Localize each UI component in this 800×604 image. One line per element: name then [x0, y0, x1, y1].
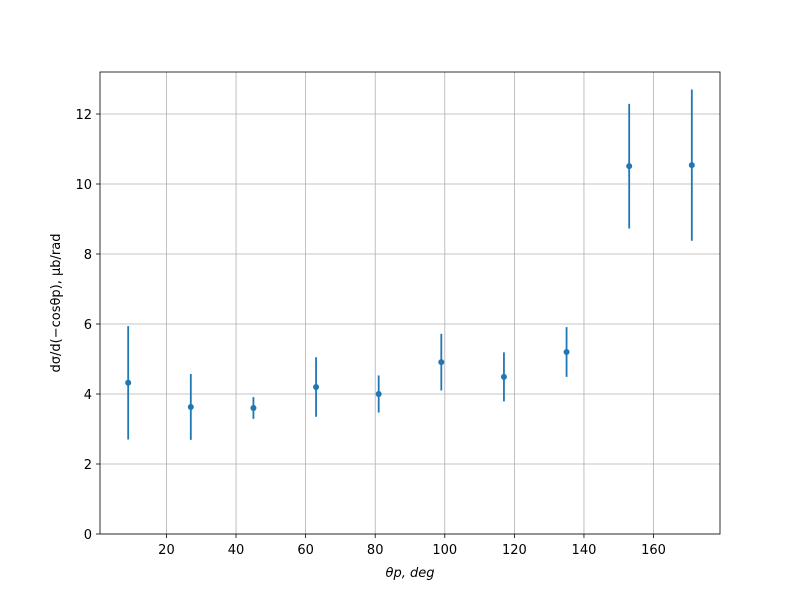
data-point: [626, 163, 633, 170]
data-point: [125, 379, 132, 386]
data-point: [187, 403, 194, 410]
y-tick-label: 12: [75, 108, 92, 123]
x-axis-label: θp, deg: [386, 566, 435, 581]
data-point: [250, 405, 257, 411]
y-tick-label: 8: [84, 248, 92, 263]
data-point: [438, 359, 445, 366]
x-tick-label: 20: [158, 543, 175, 558]
x-tick-label: 40: [228, 543, 245, 558]
y-tick-label: 0: [84, 528, 92, 543]
x-tick-label: 60: [297, 543, 314, 558]
data-point: [313, 384, 320, 390]
data-point: [375, 391, 382, 397]
x-tick-label: 160: [641, 543, 666, 558]
y-axis-label: dσ/d(−cosθp), μb/rad: [49, 234, 64, 373]
data-point: [563, 349, 570, 355]
y-tick-label: 10: [75, 178, 92, 193]
x-tick-label: 100: [432, 543, 457, 558]
x-tick-label: 80: [367, 543, 384, 558]
x-tick-label: 120: [502, 543, 527, 558]
x-tick-label: 140: [572, 543, 597, 558]
y-tick-label: 2: [84, 458, 92, 473]
data-point: [688, 162, 695, 169]
grid: [100, 72, 720, 535]
data-point: [500, 373, 507, 380]
y-tick-label: 6: [84, 318, 92, 333]
y-tick-label: 4: [84, 388, 92, 403]
axes-frame: [99, 71, 721, 535]
